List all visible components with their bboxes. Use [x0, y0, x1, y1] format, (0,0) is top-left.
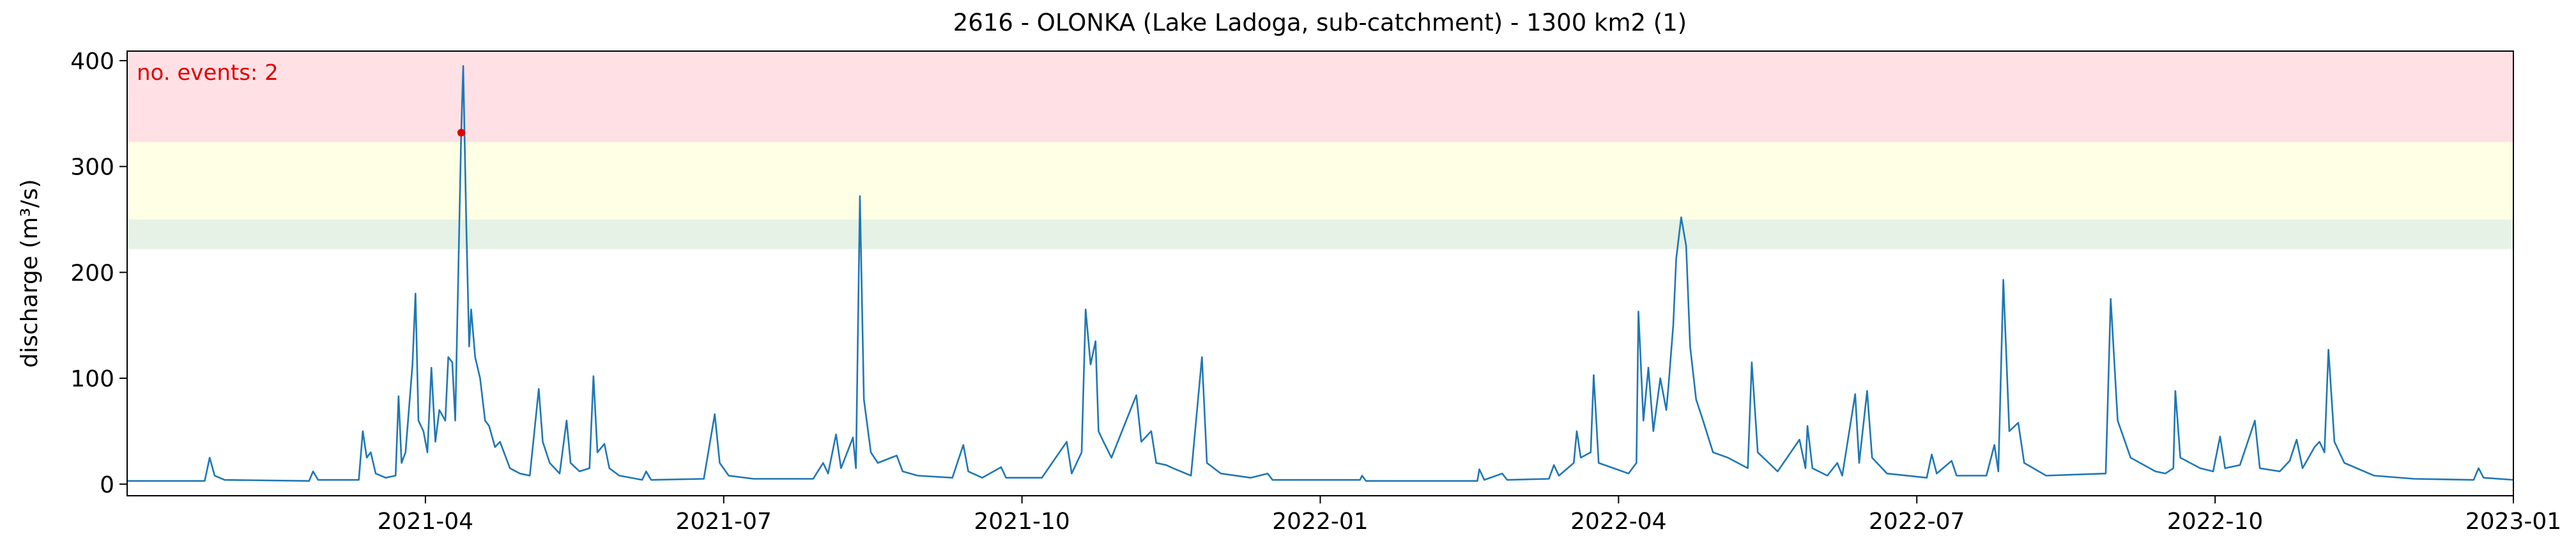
event-marker: [457, 128, 465, 137]
y-tick-label: 200: [70, 260, 114, 286]
threshold-band: [127, 219, 2513, 249]
discharge-line: [127, 65, 2514, 482]
x-tick-label: 2022-04: [1570, 509, 1666, 535]
x-tick-label: 2022-07: [1869, 509, 1965, 535]
x-tick-label: 2021-04: [378, 509, 473, 535]
y-tick-label: 0: [100, 472, 114, 498]
y-tick-label: 100: [70, 366, 114, 392]
x-tick-label: 2022-10: [2167, 509, 2263, 535]
annotation: no. events: 2: [137, 60, 279, 86]
threshold-band: [127, 51, 2513, 142]
chart-title: 2616 - OLONKA (Lake Ladoga, sub-catchmen…: [953, 9, 1687, 36]
y-tick-label: 400: [70, 49, 114, 75]
threshold-band: [127, 142, 2513, 220]
x-tick-label: 2021-07: [676, 509, 772, 535]
x-tick-label: 2022-01: [1272, 509, 1368, 535]
x-tick-label: 2021-10: [974, 509, 1070, 535]
y-axis-label: discharge (m³/s): [17, 179, 43, 367]
y-tick-label: 300: [70, 155, 114, 181]
x-tick-label: 2023-01: [2465, 509, 2561, 535]
plot-frame: [126, 50, 2514, 496]
